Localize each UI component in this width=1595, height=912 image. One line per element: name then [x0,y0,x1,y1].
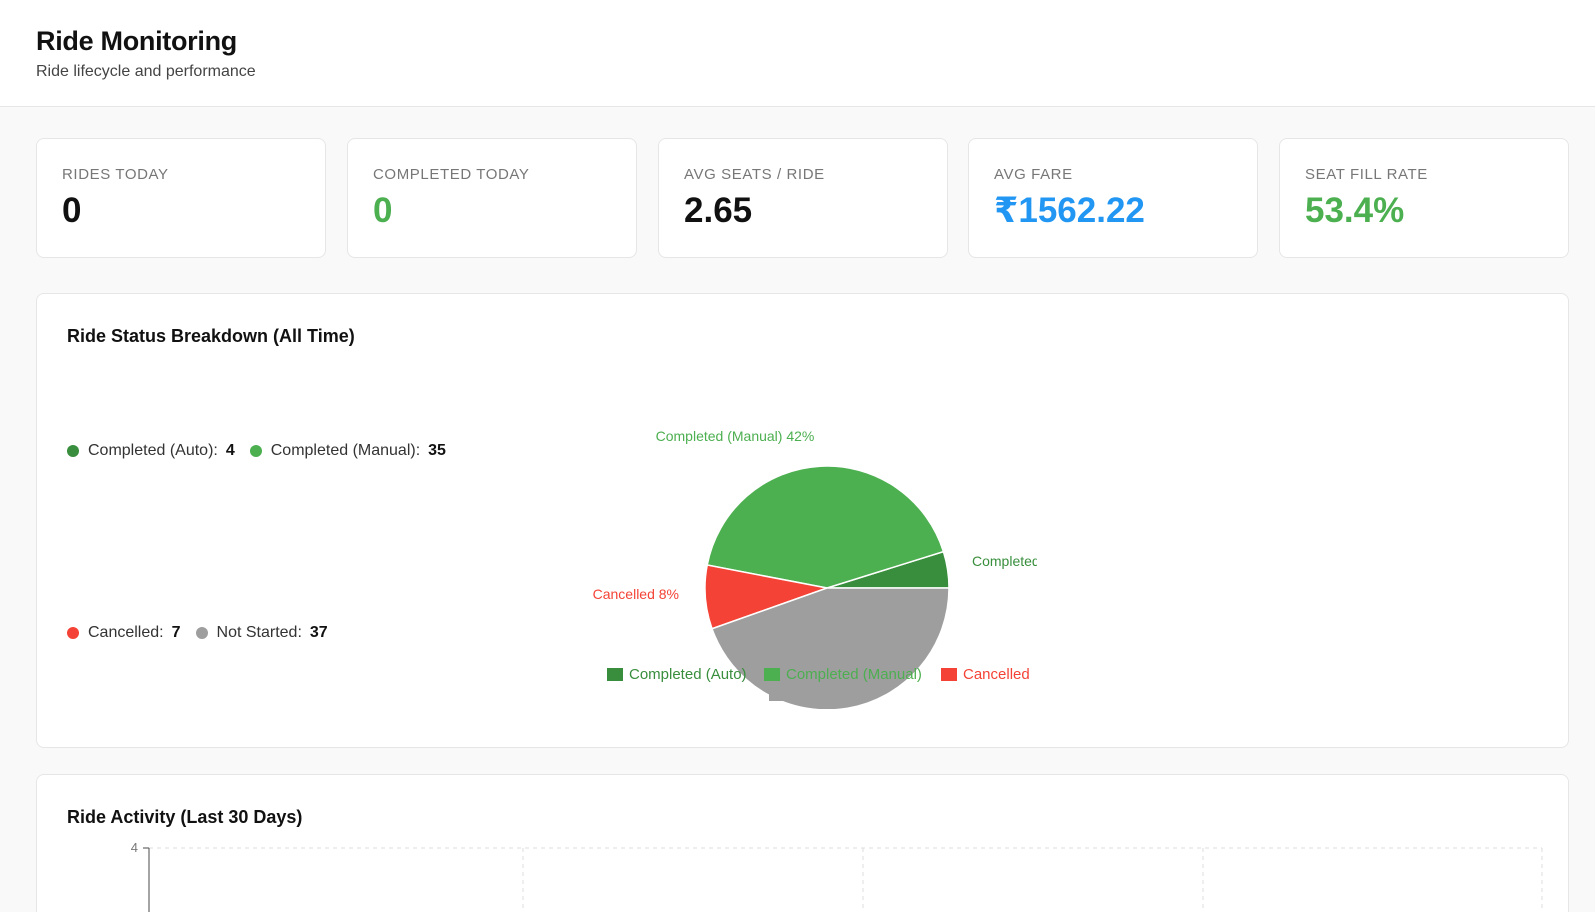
ride-status-panel: Ride Status Breakdown (All Time) Complet… [36,293,1569,748]
legend-label: Cancelled: [88,624,164,641]
status-legend-row: Cancelled: 7 Not Started: 37 [67,624,343,642]
pie-legend-swatch [769,688,785,701]
legend-value: 4 [225,442,235,459]
ride-activity-chart: 4 [131,840,1543,912]
status-legend-item: Completed (Auto): 4 [67,442,235,460]
stat-card-seat-fill-rate: SEAT FILL RATE 53.4% [1279,138,1569,258]
legend-label: Completed (Auto): [88,442,218,459]
pie-legend-swatch [764,668,780,681]
pie-legend-item[interactable]: Completed (Auto) [607,666,747,683]
stat-value: ₹1562.22 [994,191,1145,230]
pie-legend-label: Not Started [791,686,867,703]
legend-dot [67,627,79,639]
page-header: Ride Monitoring Ride lifecycle and perfo… [0,0,1595,107]
pie-legend-item[interactable]: Not Started [769,686,867,703]
stat-label: AVG SEATS / RIDE [684,166,825,183]
panel-title: Ride Activity (Last 30 Days) [67,807,303,827]
page-subtitle: Ride lifecycle and performance [36,63,256,80]
pie-slice-completed-manual [706,465,945,589]
pie-legend-label: Completed (Manual) [786,666,922,683]
pie-legend-swatch [607,668,623,681]
status-legend-item: Cancelled: 7 [67,624,181,642]
legend-label: Not Started: [216,624,302,641]
pie-legend-label: Completed (Auto) [629,666,747,683]
legend-dot [195,627,208,639]
pie-legend-item[interactable]: Completed (Manual) [764,666,922,683]
stat-card-completed-today: COMPLETED TODAY 0 [347,138,637,258]
stat-label: AVG FARE [994,166,1073,183]
ride-activity-panel: Ride Activity (Last 30 Days) 4 [36,774,1569,912]
stat-card-avg-fare: AVG FARE ₹1562.22 [968,138,1258,258]
panel-title: Ride Status Breakdown (All Time) [67,326,355,346]
pie-slice-label: Completed (Manual) 42% [656,428,815,444]
legend-value: 35 [428,442,446,459]
status-legend-item: Not Started: 37 [195,624,328,642]
stat-label: COMPLETED TODAY [373,166,530,183]
pie-legend-swatch [941,668,957,681]
stat-value: 2.65 [684,191,753,230]
stat-value: 0 [62,191,82,230]
page-title: Ride Monitoring [36,26,237,56]
stat-label: RIDES TODAY [62,166,169,183]
pie-legend-label: Cancelled [963,666,1030,683]
stat-card-avg-seats: AVG SEATS / RIDE 2.65 [658,138,948,258]
status-legend-item: Completed (Manual): 35 [249,442,446,460]
pie-slice-label: Cancelled 8% [593,586,679,602]
status-pie-chart: Completed (A Completed (Manual) 42% Cancel… [593,428,1037,709]
legend-dot [249,445,262,457]
legend-value: 37 [309,624,328,641]
pie-slice-label: Completed (A [972,553,1037,569]
legend-dot [67,445,79,457]
stat-value: 0 [373,191,393,230]
y-tick-label: 4 [131,840,138,855]
status-legend-row: Completed (Auto): 4 Completed (Manual): … [67,442,461,460]
stat-card-rides-today: RIDES TODAY 0 [36,138,326,258]
legend-value: 7 [171,624,181,641]
legend-label: Completed (Manual): [270,442,421,459]
stat-value: 53.4% [1305,191,1405,230]
stat-label: SEAT FILL RATE [1305,166,1428,183]
pie-legend-item[interactable]: Cancelled [941,666,1030,683]
